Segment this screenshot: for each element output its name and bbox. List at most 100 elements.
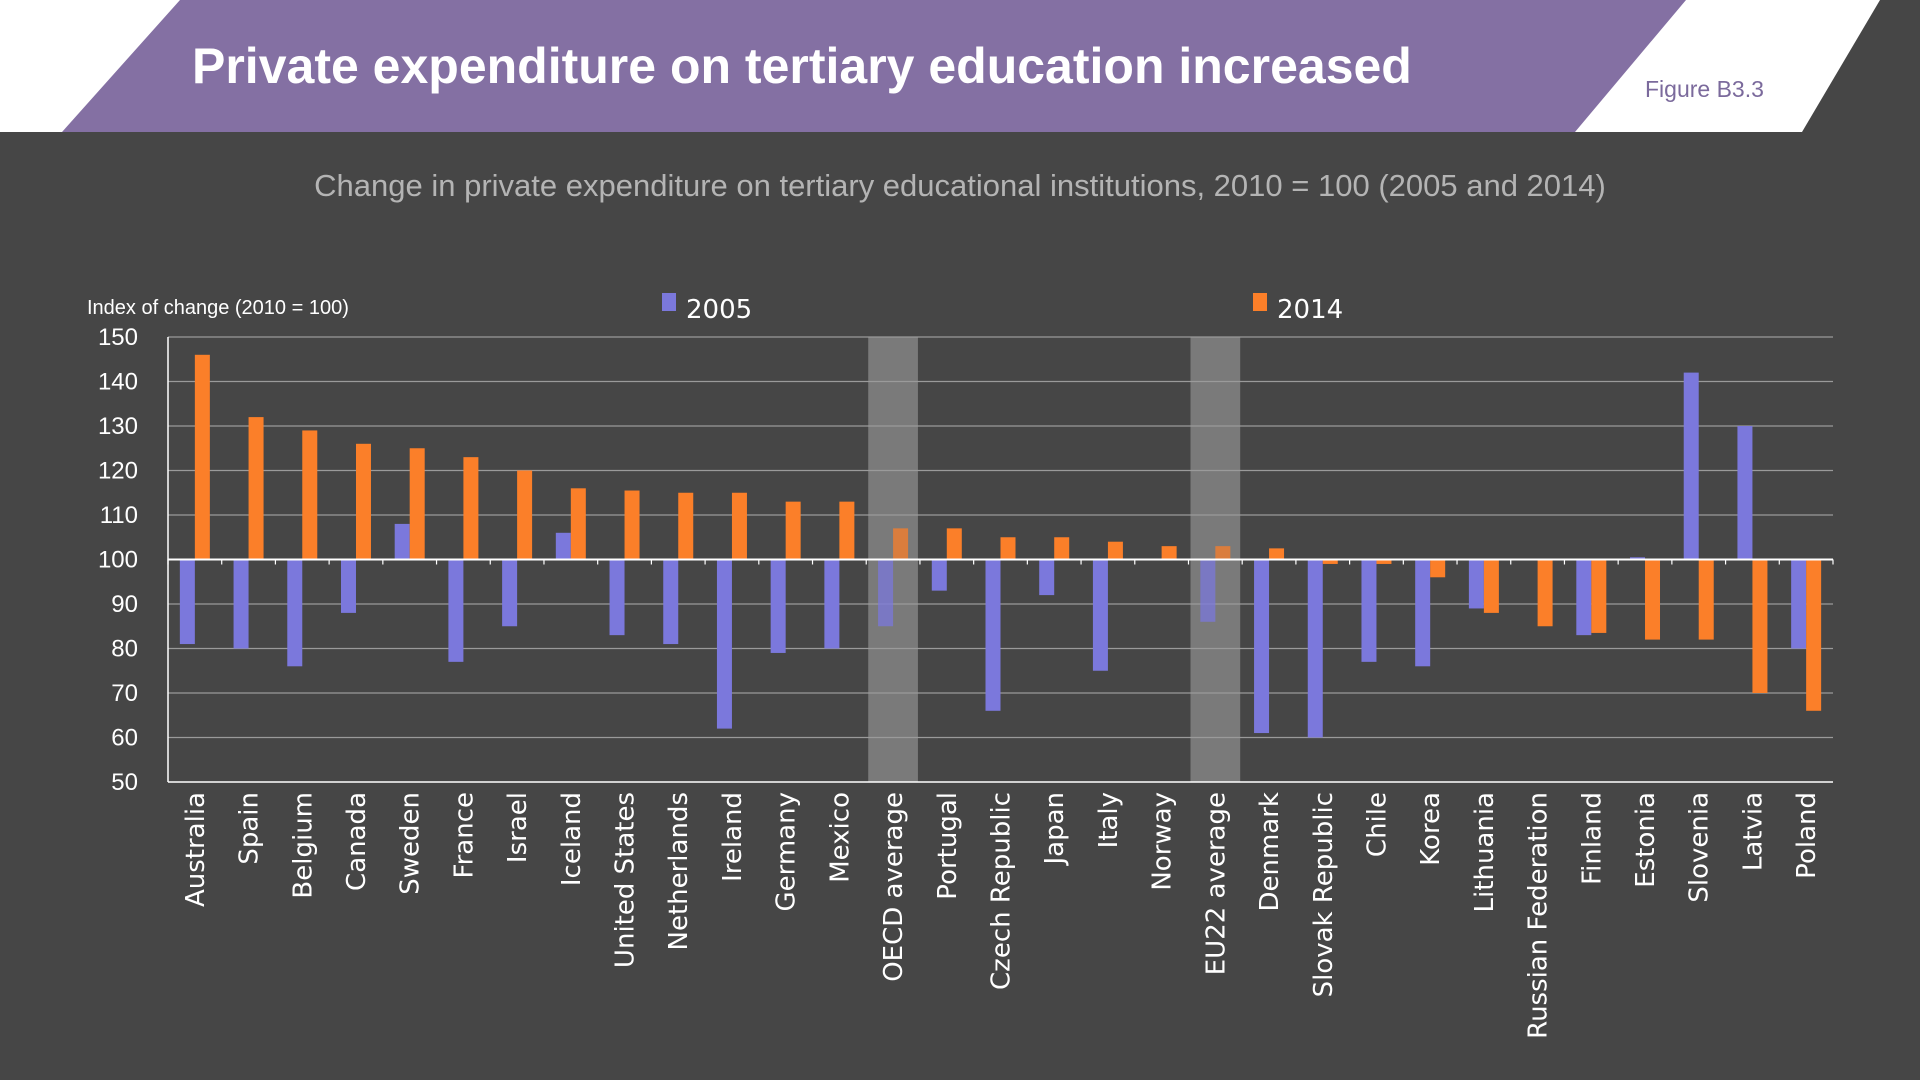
category-label-poland: Poland bbox=[1792, 792, 1822, 879]
bar-2005-czech-republic bbox=[985, 559, 1001, 711]
bars bbox=[179, 354, 1822, 738]
bar-2014-japan bbox=[1054, 537, 1070, 560]
bar-2014-eu22-average bbox=[1215, 546, 1231, 560]
category-label-iceland: Iceland bbox=[557, 792, 587, 886]
y-tick-labels: 50 60 70 80 90 100 110 120 130 140 150 bbox=[98, 324, 138, 796]
legend-label-2005: 2005 bbox=[686, 295, 752, 325]
category-label-slovak-republic: Slovak Republic bbox=[1309, 792, 1339, 997]
bar-2014-germany bbox=[785, 501, 801, 560]
bar-2005-denmark bbox=[1254, 559, 1270, 734]
bar-2005-italy bbox=[1092, 559, 1108, 671]
category-label-russian-federation: Russian Federation bbox=[1524, 792, 1554, 1039]
bar-2014-australia bbox=[194, 354, 210, 560]
bar-2005-canada bbox=[340, 559, 356, 613]
bar-2005-latvia bbox=[1737, 426, 1753, 560]
y-tick-label-90: 90 bbox=[111, 591, 138, 618]
category-label-estonia: Estonia bbox=[1631, 792, 1661, 888]
bar-2005-ireland bbox=[716, 559, 732, 729]
bar-2005-netherlands bbox=[663, 559, 679, 645]
category-label-japan: Japan bbox=[1040, 792, 1070, 867]
bar-2014-mexico bbox=[839, 501, 855, 560]
bar-2014-korea bbox=[1430, 559, 1446, 578]
bar-2005-belgium bbox=[287, 559, 303, 667]
category-label-norway: Norway bbox=[1148, 792, 1178, 891]
bar-2014-iceland bbox=[570, 488, 586, 560]
bar-2014-lithuania bbox=[1483, 559, 1499, 613]
bar-2014-france bbox=[463, 457, 479, 560]
y-tick-label-120: 120 bbox=[98, 458, 138, 485]
header-banner: Private expenditure on tertiary educatio… bbox=[0, 0, 1920, 132]
y-tick-label-70: 70 bbox=[111, 680, 138, 707]
bar-2005-israel bbox=[502, 559, 518, 627]
bar-2014-israel bbox=[517, 470, 533, 560]
bar-2005-germany bbox=[770, 559, 786, 653]
y-tick-label-150: 150 bbox=[98, 324, 138, 351]
bar-2005-france bbox=[448, 559, 464, 662]
category-label-eu22-average: EU22 average bbox=[1201, 792, 1231, 975]
bar-2014-denmark bbox=[1269, 548, 1285, 560]
bar-2005-chile bbox=[1361, 559, 1377, 662]
category-label-czech-republic: Czech Republic bbox=[987, 792, 1017, 990]
category-label-france: France bbox=[449, 792, 479, 878]
legend-swatch-2014 bbox=[1253, 293, 1267, 311]
figure-label: Figure B3.3 bbox=[1645, 76, 1764, 102]
y-tick-label-130: 130 bbox=[98, 413, 138, 440]
bar-2005-japan bbox=[1039, 559, 1055, 596]
category-label-ireland: Ireland bbox=[718, 792, 748, 882]
bar-2005-slovenia bbox=[1683, 372, 1699, 560]
bar-2014-slovenia bbox=[1698, 559, 1714, 640]
y-tick-label-60: 60 bbox=[111, 725, 138, 752]
category-label-finland: Finland bbox=[1577, 792, 1607, 885]
bar-2005-eu22-average bbox=[1200, 559, 1216, 622]
category-label-chile: Chile bbox=[1362, 792, 1392, 857]
legend-swatch-2005 bbox=[662, 293, 676, 311]
category-label-mexico: Mexico bbox=[825, 792, 855, 883]
category-label-portugal: Portugal bbox=[933, 792, 963, 900]
bar-2005-estonia bbox=[1630, 557, 1646, 560]
bar-2014-netherlands bbox=[678, 492, 694, 560]
category-label-slovenia: Slovenia bbox=[1685, 792, 1715, 903]
bar-2005-united-states bbox=[609, 559, 625, 636]
category-label-australia: Australia bbox=[181, 792, 211, 907]
bar-2005-mexico bbox=[824, 559, 840, 649]
bar-2014-belgium bbox=[302, 430, 318, 560]
bar-2014-united-states bbox=[624, 490, 640, 560]
y-tick-label-80: 80 bbox=[111, 636, 138, 663]
y-tick-label-100: 100 bbox=[98, 547, 138, 574]
bar-2005-oecd-average bbox=[878, 559, 894, 627]
header-corner-shape bbox=[1802, 0, 1920, 132]
bar-2014-czech-republic bbox=[1000, 537, 1016, 560]
bar-2014-estonia bbox=[1645, 559, 1661, 640]
category-label-canada: Canada bbox=[342, 792, 372, 891]
bar-2014-russian-federation bbox=[1537, 559, 1553, 627]
chart-legend: 2005 2014 bbox=[662, 293, 1343, 325]
bar-2014-canada bbox=[355, 443, 371, 560]
bar-2014-ireland bbox=[731, 492, 747, 560]
bar-2014-italy bbox=[1107, 541, 1123, 560]
category-label-belgium: Belgium bbox=[288, 792, 318, 899]
y-tick-label-140: 140 bbox=[98, 369, 138, 396]
legend-label-2014: 2014 bbox=[1277, 295, 1343, 325]
bar-2005-sweden bbox=[394, 523, 410, 560]
category-labels: Australia Spain Belgium Canada Sweden France I… bbox=[181, 792, 1822, 1039]
bar-2005-iceland bbox=[555, 532, 571, 560]
y-axis-label: Index of change (2010 = 100) bbox=[87, 297, 349, 319]
bar-2005-portugal bbox=[931, 559, 947, 591]
bar-2014-poland bbox=[1806, 559, 1822, 711]
bar-2014-oecd-average bbox=[893, 528, 909, 560]
bar-2005-korea bbox=[1415, 559, 1431, 667]
category-label-lithuania: Lithuania bbox=[1470, 792, 1500, 912]
category-label-italy: Italy bbox=[1094, 792, 1124, 848]
bar-2014-chile bbox=[1376, 559, 1392, 564]
y-tick-label-50: 50 bbox=[111, 769, 138, 796]
category-label-korea: Korea bbox=[1416, 792, 1446, 866]
bar-2014-latvia bbox=[1752, 559, 1768, 693]
category-label-united-states: United States bbox=[611, 792, 641, 968]
bar-2014-finland bbox=[1591, 559, 1607, 633]
bar-2005-lithuania bbox=[1468, 559, 1484, 609]
category-label-denmark: Denmark bbox=[1255, 792, 1285, 912]
category-label-latvia: Latvia bbox=[1738, 792, 1768, 871]
bar-2014-slovak-republic bbox=[1322, 559, 1338, 564]
category-label-netherlands: Netherlands bbox=[664, 792, 694, 951]
category-label-germany: Germany bbox=[772, 792, 802, 912]
